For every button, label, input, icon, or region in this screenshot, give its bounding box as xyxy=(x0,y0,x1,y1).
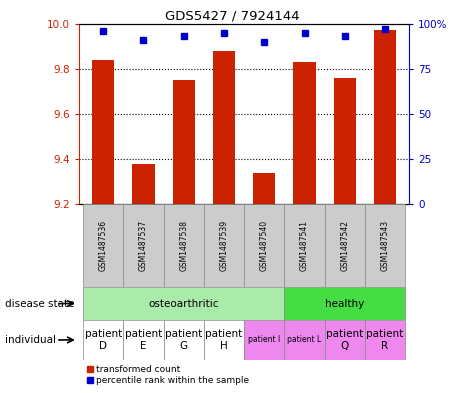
Text: individual: individual xyxy=(5,335,56,345)
Bar xyxy=(213,51,235,204)
Bar xyxy=(325,320,365,360)
Bar xyxy=(173,80,195,204)
Bar xyxy=(365,320,405,360)
Text: osteoarthritic: osteoarthritic xyxy=(148,299,219,309)
Bar xyxy=(244,320,285,360)
Bar xyxy=(293,62,316,204)
Text: GSM1487539: GSM1487539 xyxy=(219,220,228,271)
Text: GSM1487542: GSM1487542 xyxy=(340,220,349,271)
Bar xyxy=(83,204,123,287)
Text: disease state: disease state xyxy=(5,299,74,309)
Legend: transformed count, percentile rank within the sample: transformed count, percentile rank withi… xyxy=(84,362,253,389)
Text: healthy: healthy xyxy=(325,299,365,309)
Bar xyxy=(123,204,164,287)
Text: patient L: patient L xyxy=(287,336,322,344)
Text: patient
D: patient D xyxy=(85,329,122,351)
Bar xyxy=(374,30,396,204)
Text: GSM1487537: GSM1487537 xyxy=(139,220,148,271)
Bar xyxy=(334,78,356,204)
Bar xyxy=(325,204,365,287)
Text: GSM1487536: GSM1487536 xyxy=(99,220,108,271)
Text: patient I: patient I xyxy=(248,336,280,344)
Text: GSM1487543: GSM1487543 xyxy=(380,220,390,271)
Bar xyxy=(164,204,204,287)
Bar xyxy=(285,320,325,360)
Text: GSM1487540: GSM1487540 xyxy=(260,220,269,271)
Text: GSM1487538: GSM1487538 xyxy=(179,220,188,271)
Bar xyxy=(244,204,285,287)
Text: patient
E: patient E xyxy=(125,329,162,351)
Bar xyxy=(365,204,405,287)
Bar xyxy=(83,287,285,320)
Bar xyxy=(285,287,405,320)
Text: GDS5427 / 7924144: GDS5427 / 7924144 xyxy=(165,10,300,23)
Bar xyxy=(133,164,154,204)
Bar xyxy=(83,320,123,360)
Text: GSM1487541: GSM1487541 xyxy=(300,220,309,271)
Bar xyxy=(164,320,204,360)
Bar xyxy=(204,320,244,360)
Text: patient
Q: patient Q xyxy=(326,329,364,351)
Text: patient
G: patient G xyxy=(165,329,202,351)
Bar xyxy=(204,204,244,287)
Text: patient
R: patient R xyxy=(366,329,404,351)
Bar xyxy=(285,204,325,287)
Text: patient
H: patient H xyxy=(206,329,243,351)
Bar xyxy=(123,320,164,360)
Bar xyxy=(92,60,114,204)
Bar xyxy=(253,173,275,204)
